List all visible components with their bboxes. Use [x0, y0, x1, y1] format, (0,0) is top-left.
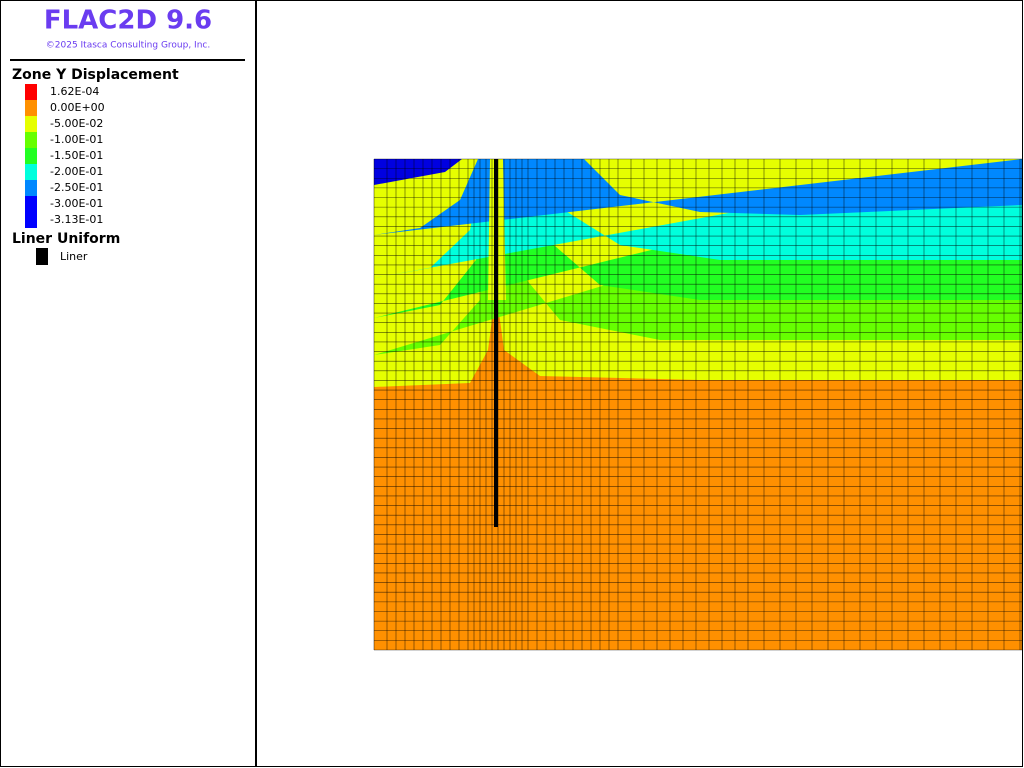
- mesh: [373, 158, 1023, 651]
- legend-swatch: [25, 196, 37, 212]
- legend-swatch: [25, 84, 37, 100]
- legend-label: -1.00E-01: [50, 133, 103, 146]
- legend: 1.62E-04 0.00E+00 -5.00E-02 -1.00E-01 -1.50E…: [25, 84, 105, 265]
- legend-title: Zone Y Displacement: [12, 67, 179, 83]
- legend-label: 0.00E+00: [50, 101, 105, 114]
- legend-swatch: [25, 148, 37, 164]
- app-title: FLAC2D 9.6: [44, 6, 212, 36]
- legend-swatch: [25, 180, 37, 196]
- legend-swatch: [25, 212, 37, 228]
- legend-swatch: [25, 100, 37, 116]
- liner-legend-title: Liner Uniform: [12, 231, 120, 247]
- copyright: ©2025 Itasca Consulting Group, Inc.: [46, 41, 210, 51]
- legend-swatch: [25, 116, 37, 132]
- liner: [494, 159, 498, 527]
- legend-swatch: [36, 248, 48, 265]
- legend-label: -2.50E-01: [50, 181, 103, 194]
- legend-label: -2.00E-01: [50, 165, 103, 178]
- legend-label: -5.00E-02: [50, 117, 103, 130]
- legend-swatch: [25, 132, 37, 148]
- legend-label: 1.62E-04: [50, 85, 99, 98]
- legend-label: -3.13E-01: [50, 213, 103, 226]
- legend-label: -3.00E-01: [50, 197, 103, 210]
- legend-label: Liner: [60, 250, 88, 263]
- legend-swatch: [25, 164, 37, 180]
- legend-label: -1.50E-01: [50, 149, 103, 162]
- model-plot: [373, 158, 1023, 651]
